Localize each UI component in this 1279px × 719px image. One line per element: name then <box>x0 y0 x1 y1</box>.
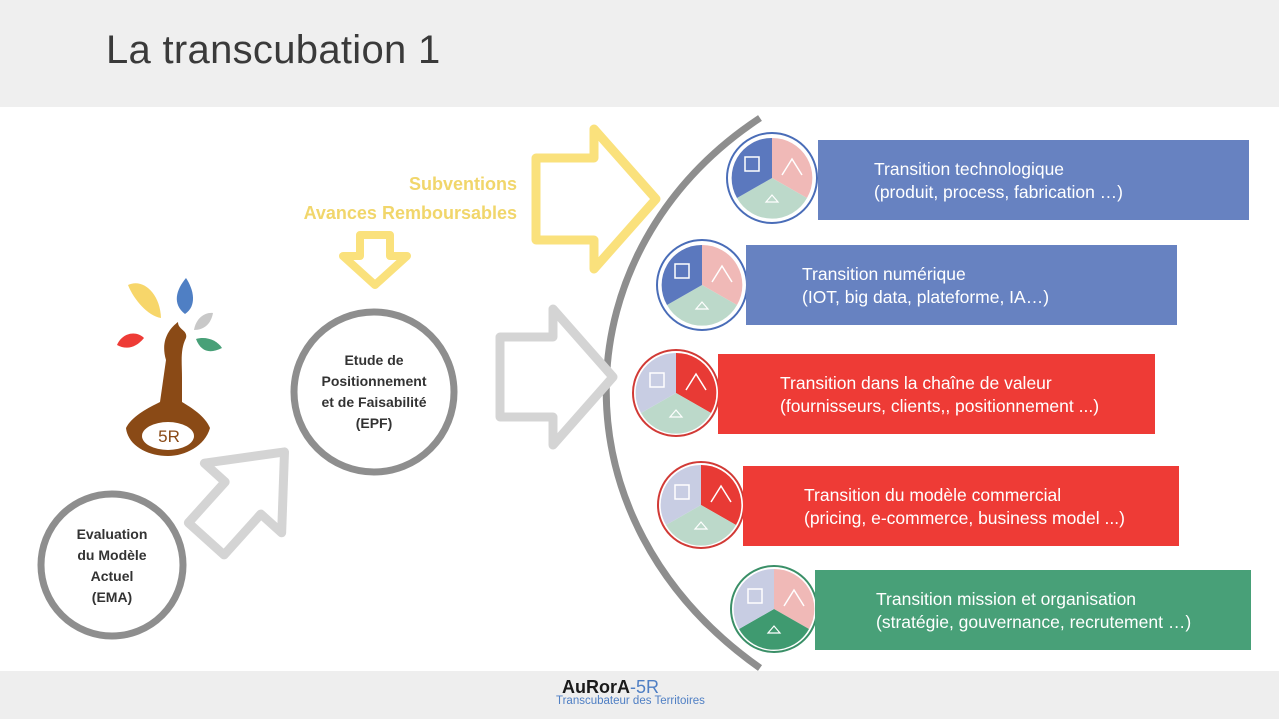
footer-bar <box>0 671 1279 719</box>
funding-line-1: Subventions <box>408 174 517 194</box>
transition-mission-organisation: Transition mission et organisation (stra… <box>815 570 1251 650</box>
brand-main: AuRorA <box>562 677 630 697</box>
transition-technologique: Transition technologique (produit, proce… <box>818 140 1249 220</box>
ema-label: Evaluation du Modèle Actuel (EMA) <box>52 524 172 608</box>
badge-numerique <box>656 239 748 331</box>
ema-line-1: Evaluation <box>76 526 148 542</box>
epf-line-3: et de Faisabilité <box>321 394 427 410</box>
brand-tagline: Transcubateur des Territoires <box>556 695 705 707</box>
funding-arrow-down <box>339 231 411 289</box>
transition-chaine-valeur: Transition dans la chaîne de valeur (fou… <box>718 354 1155 434</box>
transition-detail: (IOT, big data, plateforme, IA…) <box>802 287 1050 307</box>
funding-arrow-right <box>531 124 661 274</box>
logo-label: 5R <box>158 427 180 446</box>
transition-detail: (stratégie, gouvernance, recrutement …) <box>876 612 1192 632</box>
epf-label: Etude de Positionnement et de Faisabilit… <box>304 350 444 434</box>
badge-technologique <box>726 132 818 224</box>
transition-title: Transition mission et organisation <box>876 589 1137 609</box>
badge-modele-commercial <box>657 461 745 549</box>
transition-numerique: Transition numérique (IOT, big data, pla… <box>746 245 1177 325</box>
funding-line-2: Avances Remboursables <box>303 203 517 223</box>
transition-modele-commercial: Transition du modèle commercial (pricing… <box>743 466 1179 546</box>
header-bar <box>0 0 1279 107</box>
epf-line-1: Etude de <box>344 352 404 368</box>
epf-to-transitions-arrow <box>495 304 618 450</box>
ema-line-3: Actuel <box>90 568 134 584</box>
transition-detail: (fournisseurs, clients,, positionnement … <box>780 396 1100 416</box>
ema-line-4: (EMA) <box>91 589 133 605</box>
brand-accent: -5R <box>630 677 660 697</box>
transition-detail: (produit, process, fabrication …) <box>874 182 1123 202</box>
epf-line-2: Positionnement <box>321 373 427 389</box>
badge-chaine-valeur <box>632 349 720 437</box>
tree-logo <box>117 278 222 456</box>
epf-line-4: (EPF) <box>355 415 393 431</box>
transition-title: Transition du modèle commercial <box>804 485 1062 505</box>
page-title: La transcubation 1 <box>106 28 441 72</box>
transition-title: Transition technologique <box>874 159 1065 179</box>
epf-circle <box>290 308 458 476</box>
ema-line-2: du Modèle <box>77 547 147 563</box>
badge-mission-organisation <box>730 565 818 653</box>
transition-title: Transition numérique <box>802 264 966 284</box>
brand-logo-text: AuRorA-5R <box>562 677 659 698</box>
transition-detail: (pricing, e-commerce, business model ...… <box>804 508 1125 528</box>
ema-circle <box>37 490 187 640</box>
transition-title: Transition dans la chaîne de valeur <box>780 373 1052 393</box>
ema-to-epf-arrow <box>183 447 289 560</box>
